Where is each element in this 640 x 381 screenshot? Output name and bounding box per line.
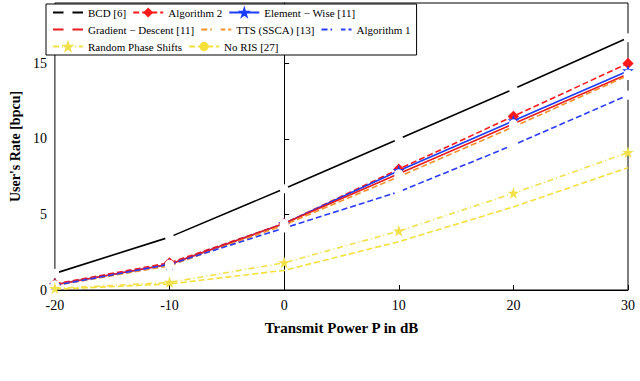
svg-text:Random Phase Shifts: Random Phase Shifts xyxy=(88,41,182,53)
svg-text:-10: -10 xyxy=(160,298,179,313)
svg-text:Algorithm 2: Algorithm 2 xyxy=(168,7,222,19)
svg-text:30: 30 xyxy=(621,298,635,313)
svg-text:15: 15 xyxy=(33,56,47,71)
svg-text:No RIS [27]: No RIS [27] xyxy=(224,41,278,53)
svg-text:Gradient − Descent [11]: Gradient − Descent [11] xyxy=(88,24,194,36)
svg-text:User's Rate [bpcu]: User's Rate [bpcu] xyxy=(8,91,23,202)
svg-text:10: 10 xyxy=(392,298,406,313)
svg-text:BCD [6]: BCD [6] xyxy=(88,7,126,19)
svg-text:Algorithm 1: Algorithm 1 xyxy=(357,24,411,36)
svg-text:10: 10 xyxy=(33,131,47,146)
svg-text:TTS (SSCA) [13]: TTS (SSCA) [13] xyxy=(236,24,314,37)
svg-text:0: 0 xyxy=(40,283,47,298)
svg-text:Transmit Power P in dB: Transmit Power P in dB xyxy=(265,320,419,336)
svg-text:Element − Wise [11]: Element − Wise [11] xyxy=(264,7,355,19)
svg-text:0: 0 xyxy=(281,298,288,313)
svg-text:20: 20 xyxy=(506,298,520,313)
svg-text:-20: -20 xyxy=(46,298,65,313)
svg-text:5: 5 xyxy=(40,207,47,222)
